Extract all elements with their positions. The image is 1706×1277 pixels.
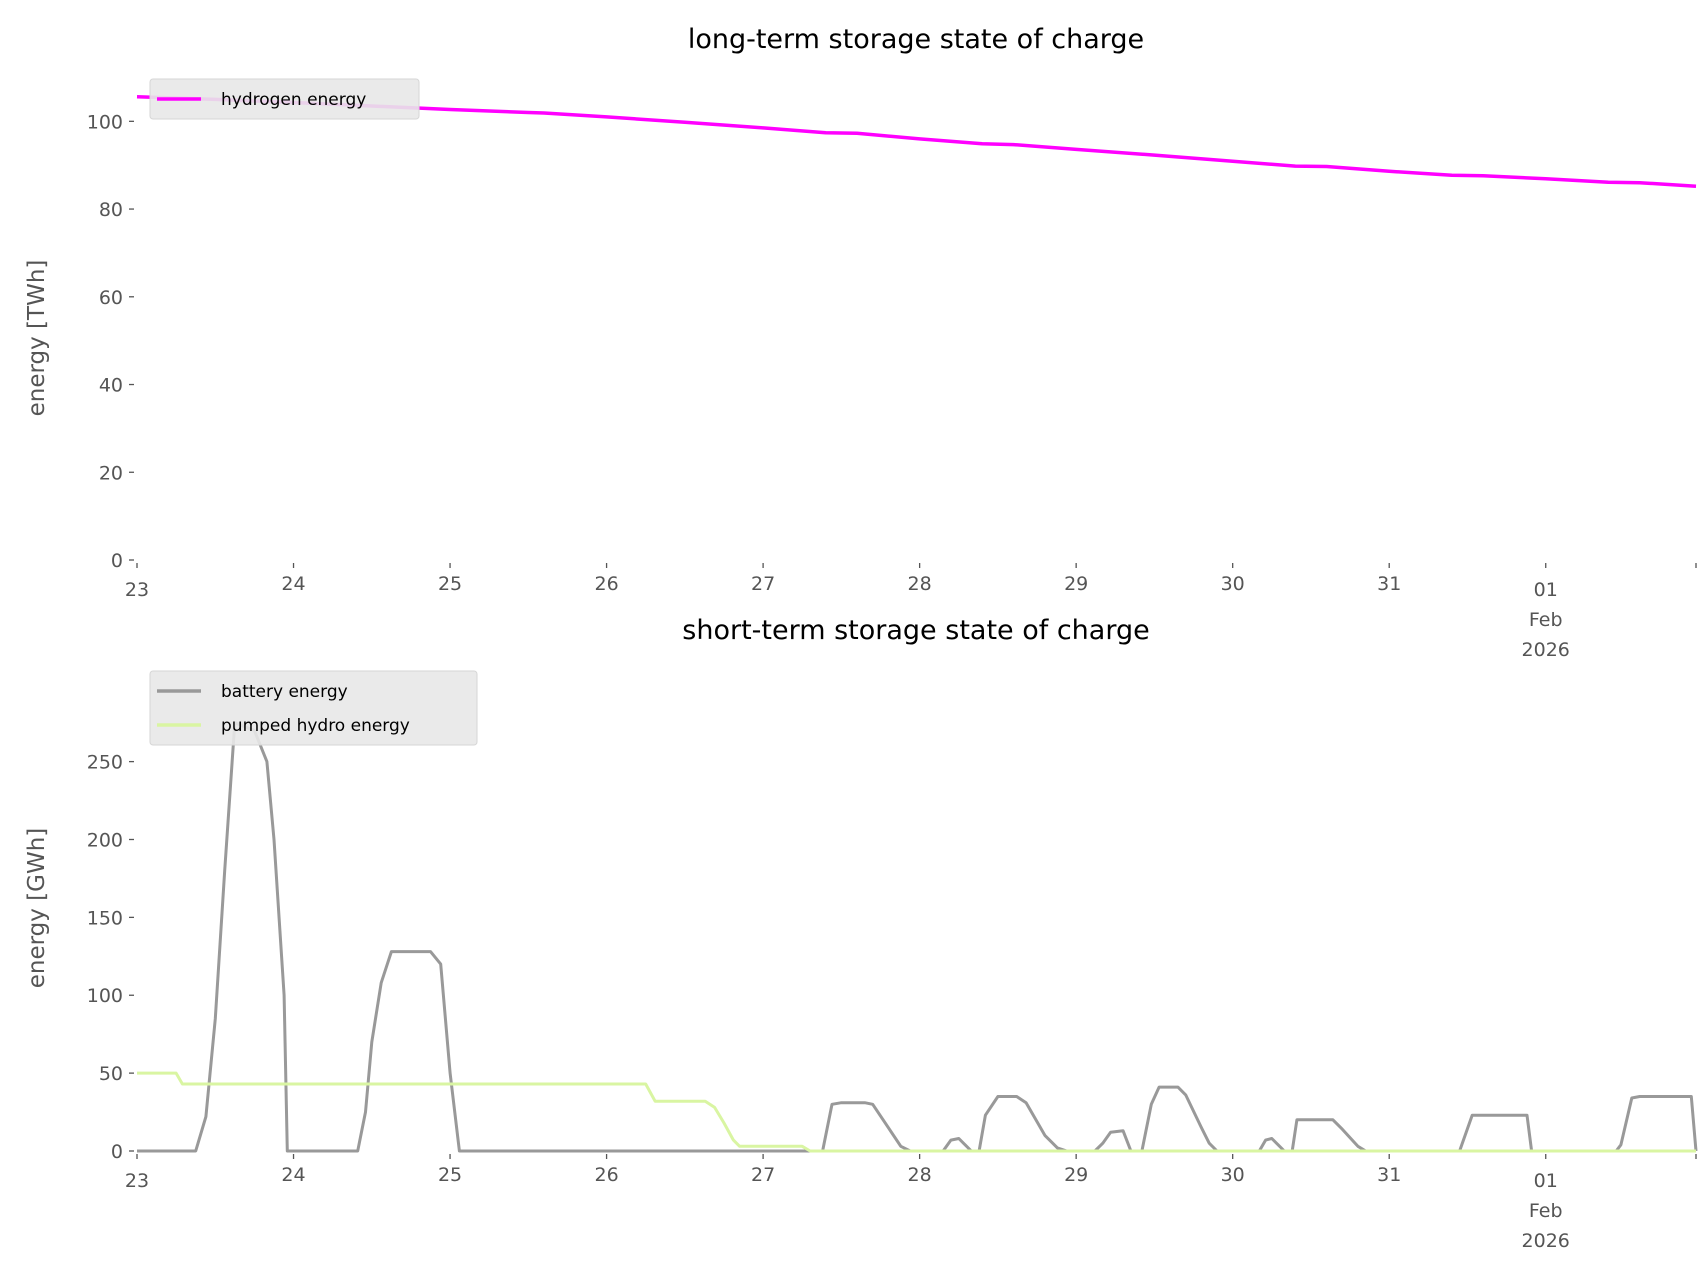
y-tick-label: 80 [99,199,123,221]
series-line-battery-energy [137,721,1698,1153]
y-axis-label: energy [GWh] [24,828,50,989]
series-line-pumped-hydro-energy [137,1071,1696,1153]
legend-box [149,670,478,746]
x-tick-label: 30 [1221,1164,1245,1186]
short-term-storage-panel: energy [GWh] 0 50 100 150 200 250 23 24 25 26 27 28… [24,615,1698,1252]
x-tick-label: 30 [1221,573,1245,595]
x-tick-label: 31 [1377,573,1401,595]
long-term-storage-panel: energy [TWh] 0 20 40 60 80 100 23 24 25 26 27 28 29 3… [24,24,1697,661]
y-tick-label: 0 [111,1141,123,1163]
x-tick-label: 31 [1377,1164,1401,1186]
legend-label: battery energy [221,682,348,702]
y-axis-label: energy [TWh] [24,260,50,417]
legend-label: pumped hydro energy [221,716,410,736]
x-tick-year: 2026 [1522,1230,1570,1252]
x-tick-label: 25 [438,1164,462,1186]
chart-title: short-term storage state of charge [682,615,1149,646]
y-tick-label: 0 [111,550,123,572]
y-tick-label: 100 [87,985,123,1007]
y-tick-label: 250 [87,752,123,774]
x-tick-label: 01 [1534,579,1558,601]
y-tick-label: 20 [99,462,123,484]
y-tick-label: 60 [99,287,123,309]
x-tick-label: 25 [438,573,462,595]
x-tick-label: 23 [125,1170,149,1192]
y-tick-label: 40 [99,375,123,397]
x-tick-label: 28 [908,1164,932,1186]
x-tick-label: 28 [908,573,932,595]
y-tick-label: 100 [87,111,123,133]
y-tick-label: 50 [99,1063,123,1085]
x-tick-label: 27 [751,573,775,595]
legend-box [149,78,420,120]
x-tick-label: 23 [125,579,149,601]
x-tick-year: 2026 [1522,639,1570,661]
x-tick-label: 29 [1064,573,1088,595]
x-tick-label: 26 [594,573,618,595]
x-tick-label: 26 [594,1164,618,1186]
series-line-hydrogen-energy [136,95,1697,188]
chart-title: long-term storage state of charge [688,24,1144,55]
y-tick-label: 150 [87,907,123,929]
x-tick-label: 24 [281,573,305,595]
x-tick-label: 01 [1534,1170,1558,1192]
x-tick-label: 27 [751,1164,775,1186]
x-tick-label: 29 [1064,1164,1088,1186]
legend-label: hydrogen energy [221,90,366,110]
legend: hydrogen energy [149,78,420,120]
x-tick-label: 24 [281,1164,305,1186]
legend: battery energy pumped hydro energy [149,670,478,746]
x-tick-month: Feb [1529,1200,1563,1222]
y-tick-label: 200 [87,829,123,851]
x-tick-month: Feb [1529,609,1563,631]
